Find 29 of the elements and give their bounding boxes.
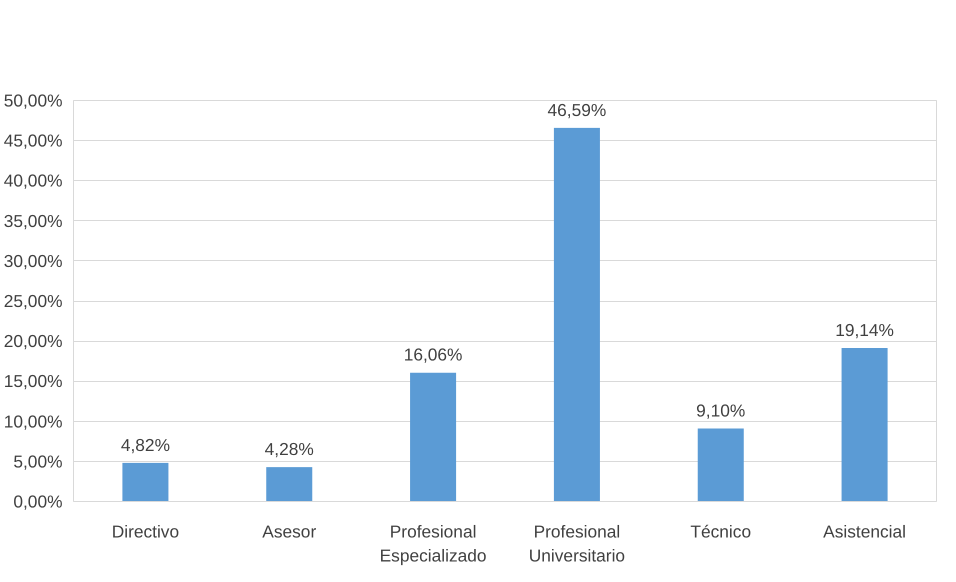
y-tick-label: 15,00% — [4, 371, 63, 392]
bar — [122, 462, 168, 502]
x-tick-label: Profesional Especializado — [380, 522, 487, 566]
bar — [266, 467, 312, 502]
data-label: 16,06% — [404, 344, 462, 365]
y-tick-label: 25,00% — [4, 291, 63, 311]
x-tick-label: Técnico — [690, 522, 752, 542]
data-label: 4,28% — [264, 439, 314, 460]
bar — [842, 348, 888, 502]
data-label: 19,14% — [835, 320, 894, 340]
data-label: 9,10% — [696, 400, 746, 421]
y-tick-label: 50,00% — [4, 90, 63, 110]
y-tick-label: 45,00% — [4, 130, 63, 151]
data-label: 46,59% — [548, 100, 606, 120]
bar — [698, 428, 744, 502]
bar — [554, 128, 600, 502]
y-tick-label: 0,00% — [13, 492, 63, 512]
y-tick-label: 10,00% — [4, 411, 63, 432]
y-tick-label: 20,00% — [4, 331, 63, 352]
x-tick-label: Asistencial — [823, 522, 906, 542]
x-tick-label: Asesor — [262, 522, 316, 542]
y-tick-label: 35,00% — [4, 210, 63, 231]
y-tick-label: 40,00% — [4, 170, 63, 191]
x-tick-label: Profesional Universitario — [528, 522, 626, 566]
x-tick-label: Directivo — [112, 522, 180, 542]
data-label: 4,82% — [120, 434, 170, 455]
bar — [410, 372, 456, 502]
y-tick-label: 5,00% — [13, 451, 63, 472]
y-tick-label: 30,00% — [4, 250, 63, 271]
